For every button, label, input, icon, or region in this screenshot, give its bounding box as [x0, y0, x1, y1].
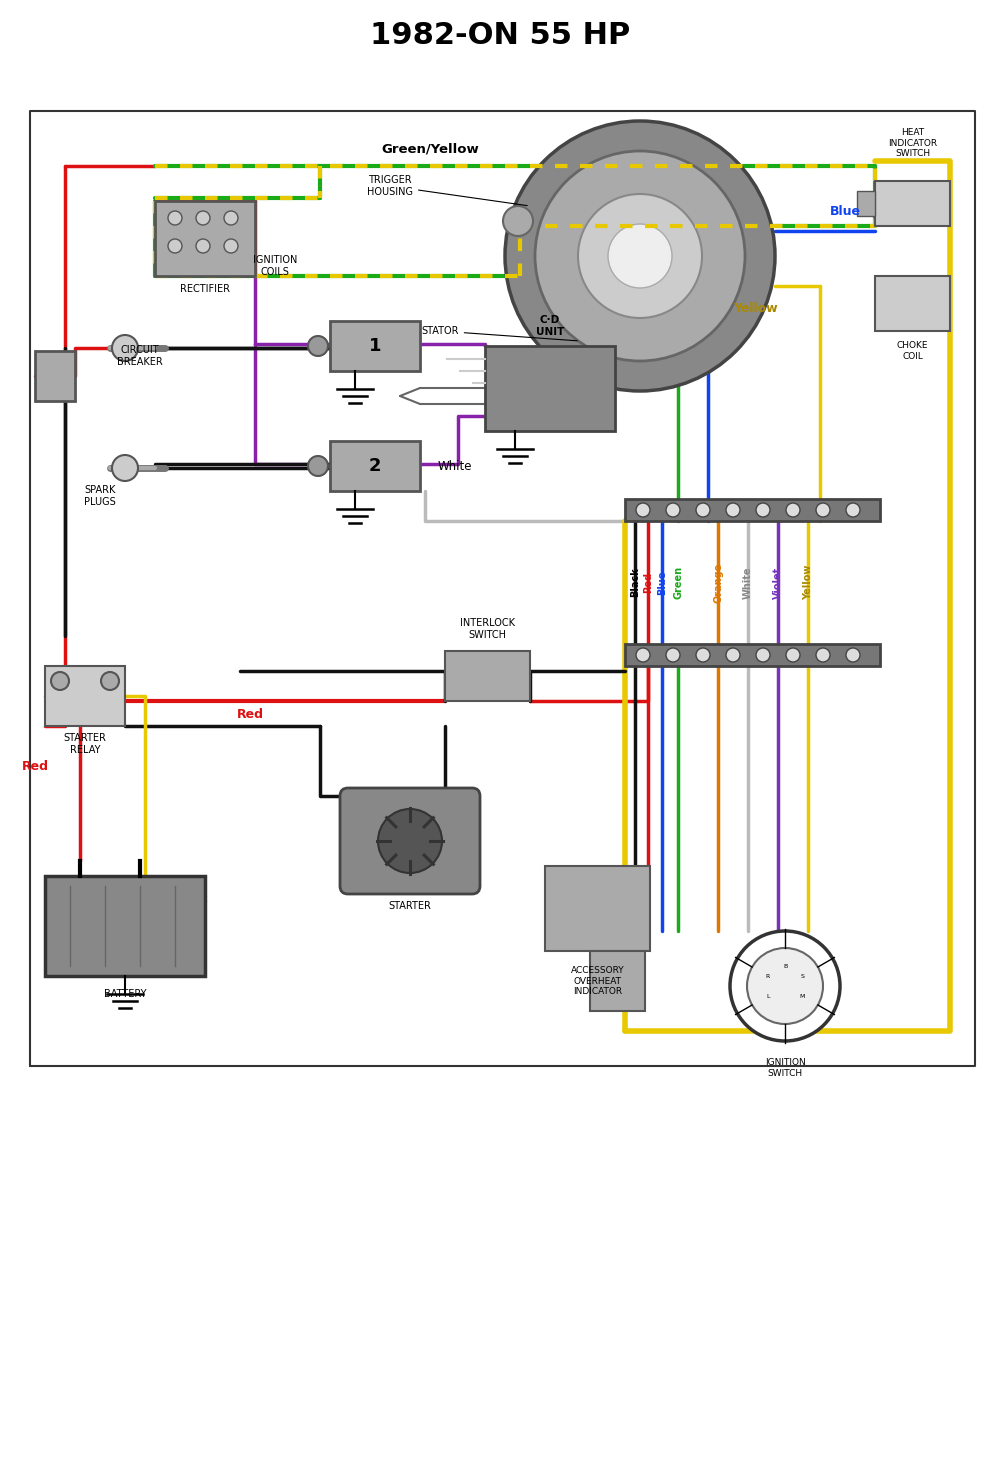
Text: SPARK
PLUGS: SPARK PLUGS	[84, 486, 116, 506]
Circle shape	[196, 239, 210, 252]
Circle shape	[726, 648, 740, 663]
Circle shape	[308, 337, 328, 356]
Circle shape	[730, 931, 840, 1041]
Text: STATOR: STATOR	[421, 326, 577, 341]
Text: HEAT
INDICATOR
SWITCH: HEAT INDICATOR SWITCH	[888, 128, 937, 158]
Circle shape	[636, 648, 650, 663]
Circle shape	[608, 224, 672, 288]
Bar	[625, 644, 880, 666]
Text: Yellow: Yellow	[733, 301, 777, 314]
Bar	[485, 345, 615, 431]
Circle shape	[696, 503, 710, 517]
Text: ACCESSORY
OVERHEAT
INDICATOR: ACCESSORY OVERHEAT INDICATOR	[571, 967, 624, 996]
Circle shape	[726, 503, 740, 517]
Circle shape	[378, 809, 442, 872]
Circle shape	[666, 648, 680, 663]
Text: White: White	[438, 459, 473, 472]
Circle shape	[224, 211, 238, 224]
Circle shape	[101, 672, 119, 689]
Text: Blue: Blue	[830, 205, 861, 217]
Circle shape	[308, 456, 328, 475]
Text: RECTIFIER: RECTIFIER	[180, 283, 230, 294]
Circle shape	[168, 239, 182, 252]
Bar	[330, 441, 420, 492]
Circle shape	[196, 211, 210, 224]
Circle shape	[168, 211, 182, 224]
Text: Black: Black	[630, 568, 640, 598]
FancyBboxPatch shape	[340, 788, 480, 894]
Text: CHOKE
COIL: CHOKE COIL	[897, 341, 928, 360]
Text: S: S	[800, 974, 804, 979]
Text: B: B	[783, 964, 787, 968]
Text: TRIGGER
HOUSING: TRIGGER HOUSING	[367, 176, 527, 205]
Circle shape	[505, 121, 775, 391]
Circle shape	[636, 503, 650, 517]
Bar	[330, 320, 420, 370]
Circle shape	[503, 207, 533, 236]
Circle shape	[112, 455, 138, 481]
Circle shape	[666, 503, 680, 517]
Text: Yellow: Yellow	[803, 565, 813, 601]
Bar	[875, 182, 950, 226]
Circle shape	[747, 948, 823, 1024]
Circle shape	[786, 648, 800, 663]
Text: Red: Red	[237, 707, 264, 720]
Text: M: M	[800, 993, 805, 998]
Text: C·D
UNIT: C·D UNIT	[536, 316, 564, 337]
Text: R: R	[766, 974, 770, 979]
Bar	[35, 351, 75, 401]
Text: Green: Green	[673, 565, 683, 599]
Circle shape	[112, 335, 138, 362]
Circle shape	[224, 239, 238, 252]
Circle shape	[756, 503, 770, 517]
Text: IGNITION
SWITCH: IGNITION SWITCH	[765, 1058, 805, 1077]
Circle shape	[696, 648, 710, 663]
Bar	[445, 651, 530, 701]
Text: White: White	[743, 567, 753, 599]
Bar	[857, 190, 875, 215]
Bar	[875, 276, 950, 331]
Text: IGNITION
COILS: IGNITION COILS	[253, 255, 297, 277]
Circle shape	[846, 503, 860, 517]
Text: CIRCUIT
BREAKER: CIRCUIT BREAKER	[117, 345, 163, 368]
Text: 1982-ON 55 HP: 1982-ON 55 HP	[370, 22, 630, 50]
Text: 2: 2	[369, 458, 381, 475]
Text: L: L	[766, 993, 769, 998]
Text: Blue: Blue	[657, 570, 667, 595]
Text: Violet: Violet	[773, 567, 783, 599]
Bar	[545, 866, 650, 951]
Circle shape	[756, 648, 770, 663]
Bar	[590, 951, 645, 1011]
Circle shape	[786, 503, 800, 517]
Text: STARTER
RELAY: STARTER RELAY	[64, 734, 106, 754]
Text: Green/Yellow: Green/Yellow	[381, 143, 479, 155]
Text: 1: 1	[369, 337, 381, 356]
Bar	[45, 666, 125, 726]
Circle shape	[816, 503, 830, 517]
Bar	[155, 201, 255, 276]
Bar	[45, 875, 205, 976]
Circle shape	[846, 648, 860, 663]
Circle shape	[535, 151, 745, 362]
Text: INTERLOCK
SWITCH: INTERLOCK SWITCH	[460, 618, 515, 639]
Text: Orange: Orange	[713, 562, 723, 602]
Circle shape	[578, 193, 702, 317]
Text: STARTER: STARTER	[389, 900, 431, 911]
Text: Red: Red	[643, 571, 653, 593]
Text: BATTERY: BATTERY	[104, 989, 146, 999]
Circle shape	[51, 672, 69, 689]
Circle shape	[816, 648, 830, 663]
Text: Red: Red	[22, 760, 49, 772]
Bar	[625, 499, 880, 521]
